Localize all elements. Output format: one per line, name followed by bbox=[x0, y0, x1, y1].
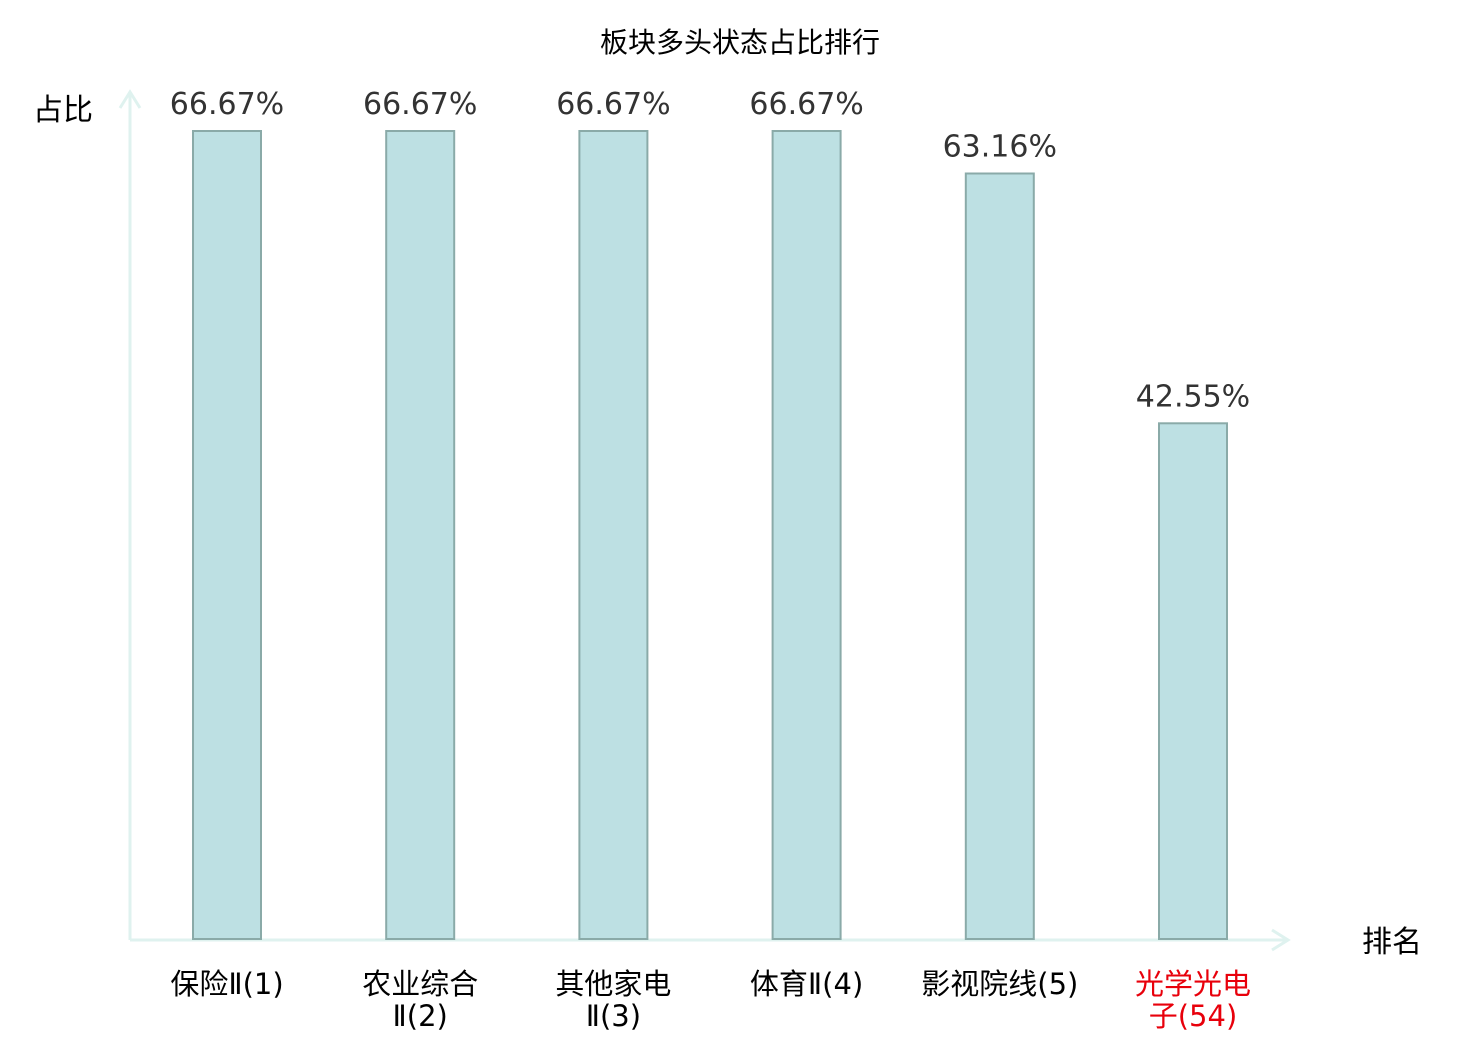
value-label: 66.67% bbox=[749, 87, 863, 122]
value-label: 66.67% bbox=[170, 87, 284, 122]
bar bbox=[385, 130, 456, 940]
chart-title: 板块多头状态占比排行 bbox=[600, 26, 880, 59]
tick-label: 影视院线(5) bbox=[921, 967, 1078, 1001]
bar bbox=[771, 130, 842, 940]
x-axis-label: 排名 bbox=[1362, 925, 1422, 960]
tick-label: 保险Ⅱ(1) bbox=[170, 967, 283, 1001]
value-labels: 66.67% 66.67% 66.67% 66.67% 63.16% 42.55% bbox=[170, 87, 1250, 414]
y-axis-label: 占比 bbox=[33, 93, 93, 128]
value-label: 66.67% bbox=[556, 87, 670, 122]
bar bbox=[578, 130, 649, 940]
tick-label: Ⅱ(2) bbox=[393, 999, 448, 1033]
y-axis bbox=[118, 89, 142, 940]
value-label: 42.55% bbox=[1136, 379, 1250, 414]
tick-label: 子(54) bbox=[1149, 999, 1238, 1033]
bar bbox=[192, 130, 262, 940]
tick-label: 其他家电 bbox=[555, 967, 671, 1001]
bars bbox=[192, 130, 1228, 940]
tick-label: Ⅱ(3) bbox=[586, 999, 641, 1033]
tick-label: 光学光电 bbox=[1135, 967, 1251, 1001]
bar bbox=[1158, 422, 1228, 940]
tick-label: 体育Ⅱ(4) bbox=[750, 967, 863, 1001]
bar bbox=[964, 172, 1035, 940]
tick-label: 农业综合 bbox=[362, 967, 478, 1001]
value-label: 63.16% bbox=[943, 130, 1057, 165]
x-axis bbox=[130, 928, 1291, 952]
value-label: 66.67% bbox=[363, 87, 477, 122]
